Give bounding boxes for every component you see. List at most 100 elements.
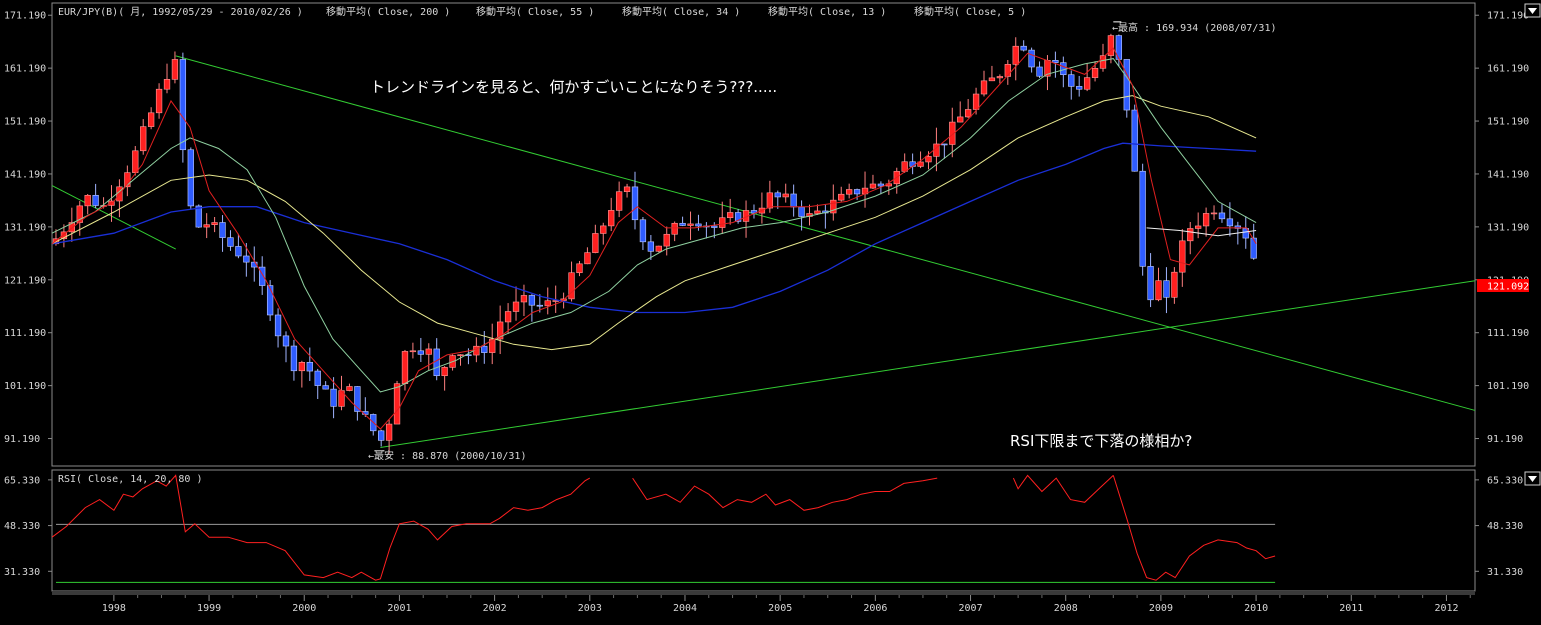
- candle-body: [1218, 212, 1226, 220]
- candle: [306, 347, 313, 382]
- candle-body: [544, 300, 551, 307]
- candle-body: [84, 194, 91, 207]
- candle: [259, 256, 266, 295]
- rsi-header: RSI( Close, 14, 20, 80 ): [58, 474, 203, 485]
- candle: [163, 63, 171, 94]
- trend-comment: トレンドラインを見ると、何かすごいことになりそう???.....: [370, 78, 777, 96]
- y-tick-label-left: 121.190: [4, 275, 46, 286]
- candle: [608, 197, 615, 232]
- candle-body: [179, 59, 187, 151]
- candle-body: [1131, 109, 1138, 172]
- candle: [132, 146, 139, 176]
- main-panel-menu-button[interactable]: [1524, 3, 1541, 18]
- candle: [1012, 37, 1019, 81]
- candle-body: [378, 430, 385, 441]
- candle-body: [425, 348, 432, 355]
- candle-body: [393, 383, 401, 425]
- time-scrollbar[interactable]: [52, 591, 1475, 595]
- candle: [782, 183, 789, 203]
- candle-body: [1123, 59, 1130, 111]
- x-tick-label: 2005: [768, 603, 792, 614]
- chevron-down-icon: [1528, 8, 1537, 14]
- candle: [727, 198, 734, 225]
- candle: [282, 331, 290, 363]
- candle: [838, 186, 845, 202]
- rsi-line: [632, 477, 938, 511]
- last-price-label: 121.092: [1487, 282, 1529, 293]
- candle-body: [528, 295, 536, 306]
- trendline: [380, 280, 1476, 448]
- candle: [1004, 60, 1011, 85]
- candle: [774, 190, 781, 209]
- candle-body: [774, 192, 781, 198]
- candle-body: [481, 345, 488, 353]
- candle-body: [243, 255, 250, 263]
- candle: [814, 204, 821, 215]
- candle-body: [171, 59, 179, 80]
- candle-body: [298, 362, 306, 372]
- candle-body: [1171, 271, 1178, 298]
- ma-200-label: 移動平均( Close, 200 ): [326, 5, 450, 18]
- candle-body: [354, 386, 361, 412]
- candle: [1155, 267, 1162, 302]
- candle: [60, 224, 68, 248]
- candle-body: [346, 386, 353, 391]
- rsi-panel-menu-button[interactable]: [1524, 471, 1541, 486]
- candle-body: [322, 385, 329, 390]
- candle-body: [798, 206, 805, 217]
- y-tick-label-right: 101.190: [1487, 381, 1529, 392]
- y-tick-label-left: 101.190: [4, 381, 46, 392]
- candle-body: [925, 156, 932, 163]
- candle-body: [1187, 228, 1194, 242]
- candle: [671, 221, 678, 242]
- candle: [949, 107, 956, 158]
- candle-body: [1099, 55, 1107, 69]
- low-annotation: ←最安 : 88.870 (2000/10/31): [368, 449, 526, 462]
- candle-body: [1226, 218, 1234, 227]
- candle-body: [163, 79, 171, 90]
- candle-body: [972, 93, 980, 110]
- candle: [147, 107, 155, 130]
- y-tick-label-right: 91.190: [1487, 434, 1523, 445]
- y-tick-label-right: 111.190: [1487, 328, 1529, 339]
- candle-body: [957, 116, 964, 123]
- candle: [409, 342, 417, 359]
- candle: [1171, 267, 1178, 304]
- candle: [266, 280, 274, 322]
- rsi-layer: [51, 474, 1276, 583]
- candle: [171, 51, 179, 84]
- candle-layer: [52, 33, 1257, 454]
- candle: [504, 303, 512, 334]
- candle-body: [695, 223, 702, 227]
- candle: [846, 183, 853, 199]
- candle-body: [671, 222, 678, 235]
- candle: [290, 339, 298, 381]
- candle: [853, 188, 861, 200]
- candle: [393, 380, 401, 425]
- candle: [187, 147, 194, 210]
- candle-body: [1202, 213, 1210, 227]
- candle: [497, 305, 504, 355]
- candle-body: [917, 161, 924, 167]
- candle-body: [782, 193, 789, 198]
- candle-body: [195, 205, 202, 228]
- candle-body: [1060, 62, 1067, 76]
- x-tick-label: 2001: [387, 603, 411, 614]
- candle: [941, 143, 948, 159]
- candle-body: [227, 237, 234, 247]
- y-tick-label-left: 131.190: [4, 222, 46, 233]
- ma-34-line: [51, 58, 1257, 393]
- candle-body: [1091, 68, 1099, 78]
- candle: [520, 284, 528, 317]
- candle: [679, 216, 686, 227]
- candle: [687, 211, 694, 240]
- candle: [1147, 253, 1154, 308]
- candle-body: [576, 263, 583, 274]
- candle-body: [766, 192, 774, 209]
- candle: [385, 419, 393, 454]
- rsi-line: [1012, 474, 1114, 503]
- y-tick-label-right: 131.190: [1487, 222, 1529, 233]
- candle-body: [520, 295, 528, 303]
